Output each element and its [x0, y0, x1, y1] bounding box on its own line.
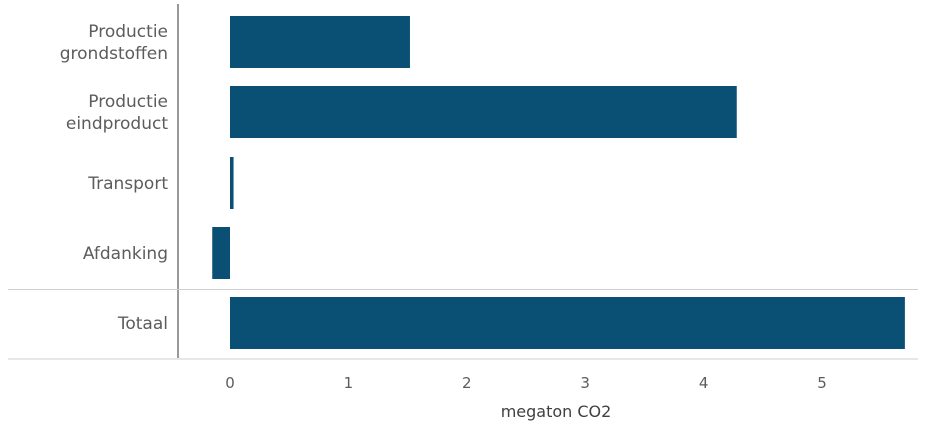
x-tick-label: 3	[580, 374, 590, 392]
category-label-line: Productie	[88, 92, 168, 112]
x-axis-ticks: 0 1 2 3 4 5	[225, 374, 827, 392]
bar-4	[230, 297, 905, 349]
x-tick-label: 0	[225, 374, 235, 392]
category-label-line: Productie	[88, 22, 168, 42]
x-tick-label: 4	[699, 374, 709, 392]
x-axis-title: megaton CO2	[501, 402, 612, 421]
category-label-0: Productie grondstoffen	[60, 22, 168, 64]
category-label-line: grondstoffen	[60, 44, 168, 64]
category-label-4: Totaal	[117, 314, 168, 334]
x-tick-label: 2	[462, 374, 472, 392]
bar-3	[212, 227, 230, 279]
x-tick-label: 1	[344, 374, 354, 392]
bar-2	[230, 157, 234, 209]
category-label-1: Productie eindproduct	[66, 92, 168, 134]
category-label-line: eindproduct	[66, 114, 168, 134]
category-label-line: Transport	[87, 174, 168, 194]
category-label-3: Afdanking	[83, 244, 168, 264]
category-label-2: Transport	[87, 174, 168, 194]
category-label-line: Afdanking	[83, 244, 168, 264]
x-tick-label: 5	[817, 374, 827, 392]
category-label-line: Totaal	[117, 314, 168, 334]
bar-1	[230, 86, 737, 138]
bar-0	[230, 16, 410, 68]
bars	[212, 16, 905, 349]
